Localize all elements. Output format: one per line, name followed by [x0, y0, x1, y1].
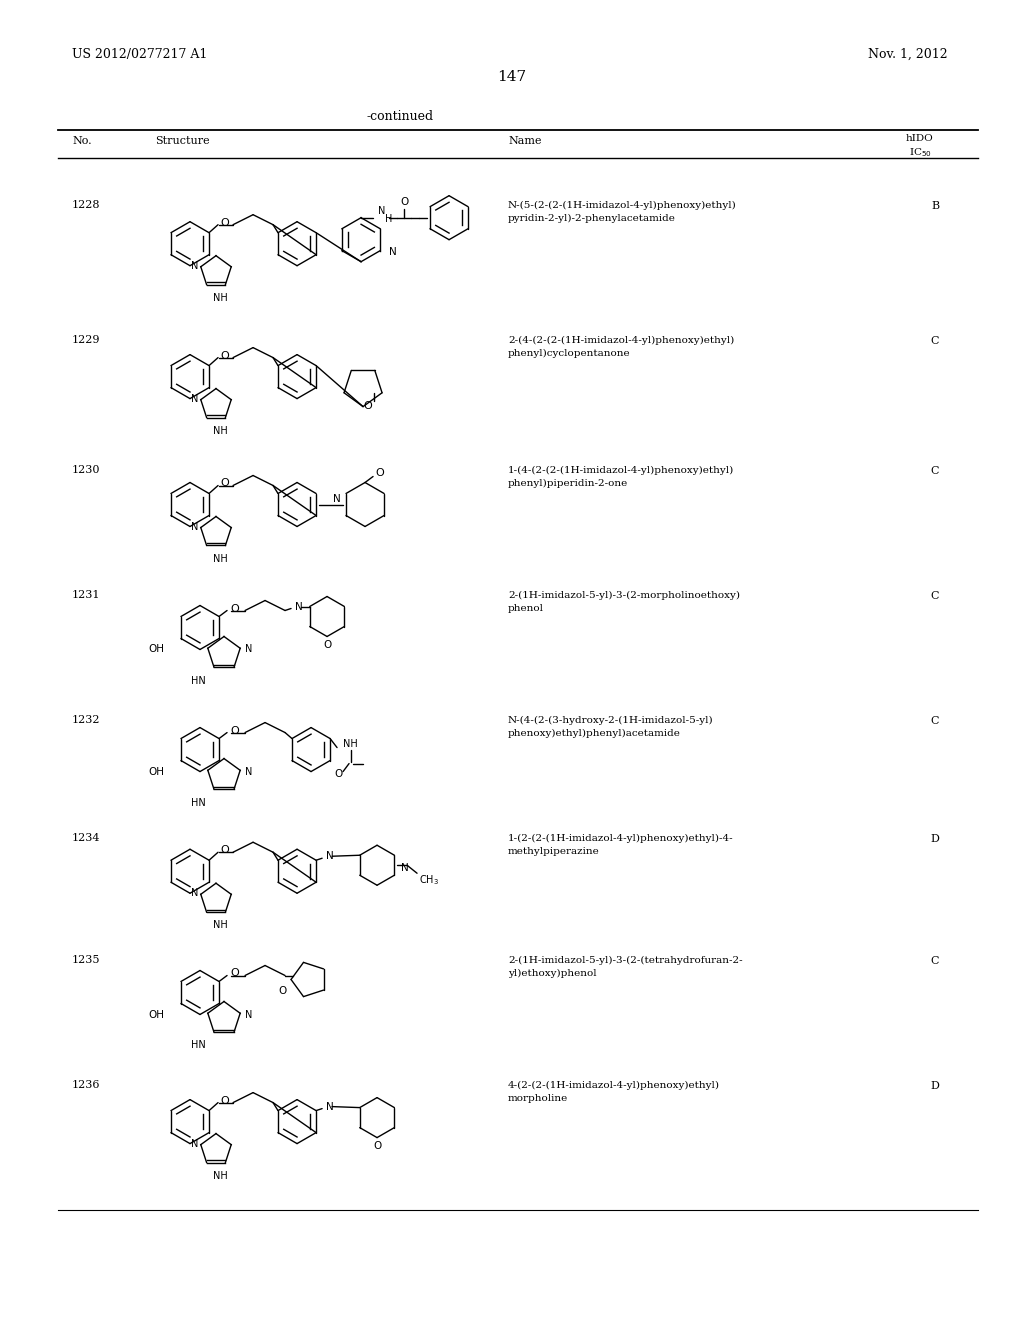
Text: O: O	[373, 1140, 381, 1151]
Text: O: O	[221, 218, 229, 227]
Text: N: N	[333, 494, 341, 503]
Text: 1234: 1234	[72, 833, 100, 843]
Text: C: C	[931, 956, 939, 966]
Text: C: C	[931, 591, 939, 601]
Text: N-(4-(2-(3-hydroxy-2-(1H-imidazol-5-yl)
phenoxy)ethyl)phenyl)acetamide: N-(4-(2-(3-hydroxy-2-(1H-imidazol-5-yl) …	[508, 715, 714, 738]
Text: 2-(4-(2-(2-(1H-imidazol-4-yl)phenoxy)ethyl)
phenyl)cyclopentanone: 2-(4-(2-(2-(1H-imidazol-4-yl)phenoxy)eth…	[508, 337, 734, 358]
Text: O: O	[364, 401, 373, 411]
Text: O: O	[279, 986, 287, 995]
Text: B: B	[931, 201, 939, 211]
Text: 1235: 1235	[72, 954, 100, 965]
Text: O: O	[221, 351, 229, 360]
Text: 147: 147	[498, 70, 526, 84]
Text: HN: HN	[190, 1040, 206, 1051]
Text: C: C	[931, 715, 939, 726]
Text: 1231: 1231	[72, 590, 100, 601]
Text: N: N	[389, 247, 397, 256]
Text: -continued: -continued	[367, 110, 433, 123]
Text: OH: OH	[148, 1010, 164, 1019]
Text: IC$_{50}$: IC$_{50}$	[908, 147, 932, 158]
Text: hIDO: hIDO	[906, 135, 934, 143]
Text: NH: NH	[213, 293, 227, 302]
Text: 2-(1H-imidazol-5-yl)-3-(2-(tetrahydrofuran-2-
yl)ethoxy)phenol: 2-(1H-imidazol-5-yl)-3-(2-(tetrahydrofur…	[508, 956, 742, 978]
Text: HN: HN	[190, 797, 206, 808]
Text: O: O	[335, 768, 343, 779]
Text: 1-(2-(2-(1H-imidazol-4-yl)phenoxy)ethyl)-4-
methylpiperazine: 1-(2-(2-(1H-imidazol-4-yl)phenoxy)ethyl)…	[508, 834, 733, 855]
Text: O: O	[221, 479, 229, 488]
Text: O: O	[375, 469, 384, 479]
Text: Structure: Structure	[155, 136, 210, 147]
Text: O: O	[323, 639, 331, 649]
Text: 4-(2-(2-(1H-imidazol-4-yl)phenoxy)ethyl)
morpholine: 4-(2-(2-(1H-imidazol-4-yl)phenoxy)ethyl)…	[508, 1081, 720, 1102]
Text: 1229: 1229	[72, 335, 100, 345]
Text: HN: HN	[190, 676, 206, 685]
Text: D: D	[931, 834, 939, 843]
Text: NH: NH	[213, 1171, 227, 1180]
Text: OH: OH	[148, 767, 164, 776]
Text: N: N	[190, 1139, 198, 1148]
Text: No.: No.	[72, 136, 91, 147]
Text: NH: NH	[343, 739, 357, 748]
Text: N: N	[190, 888, 198, 898]
Text: N: N	[245, 767, 252, 776]
Text: N: N	[326, 1102, 334, 1111]
Text: C: C	[931, 466, 939, 477]
Text: 1228: 1228	[72, 201, 100, 210]
Text: N: N	[326, 851, 334, 861]
Text: NH: NH	[213, 920, 227, 931]
Text: O: O	[230, 603, 240, 614]
Text: OH: OH	[148, 644, 164, 655]
Text: 1232: 1232	[72, 715, 100, 725]
Text: O: O	[221, 845, 229, 855]
Text: N: N	[190, 521, 198, 532]
Text: 1230: 1230	[72, 465, 100, 475]
Text: O: O	[230, 726, 240, 735]
Text: 2-(1H-imidazol-5-yl)-3-(2-morpholinoethoxy)
phenol: 2-(1H-imidazol-5-yl)-3-(2-morpholinoetho…	[508, 591, 740, 612]
Text: N: N	[401, 863, 409, 874]
Text: D: D	[931, 1081, 939, 1092]
Text: O: O	[230, 969, 240, 978]
Text: N: N	[245, 1010, 252, 1019]
Text: N: N	[190, 261, 198, 271]
Text: O: O	[221, 1096, 229, 1106]
Text: N: N	[295, 602, 303, 611]
Text: NH: NH	[213, 553, 227, 564]
Text: Nov. 1, 2012: Nov. 1, 2012	[868, 48, 947, 61]
Text: NH: NH	[213, 425, 227, 436]
Text: N: N	[378, 206, 385, 215]
Text: C: C	[931, 337, 939, 346]
Text: CH$_3$: CH$_3$	[419, 874, 439, 887]
Text: N: N	[190, 393, 198, 404]
Text: US 2012/0277217 A1: US 2012/0277217 A1	[72, 48, 208, 61]
Text: N-(5-(2-(2-(1H-imidazol-4-yl)phenoxy)ethyl)
pyridin-2-yl)-2-phenylacetamide: N-(5-(2-(2-(1H-imidazol-4-yl)phenoxy)eth…	[508, 201, 736, 223]
Text: N: N	[245, 644, 252, 655]
Text: H: H	[385, 214, 392, 223]
Text: 1-(4-(2-(2-(1H-imidazol-4-yl)phenoxy)ethyl)
phenyl)piperidin-2-one: 1-(4-(2-(2-(1H-imidazol-4-yl)phenoxy)eth…	[508, 466, 734, 488]
Text: O: O	[400, 197, 409, 207]
Text: Name: Name	[508, 136, 542, 147]
Text: 1236: 1236	[72, 1080, 100, 1090]
